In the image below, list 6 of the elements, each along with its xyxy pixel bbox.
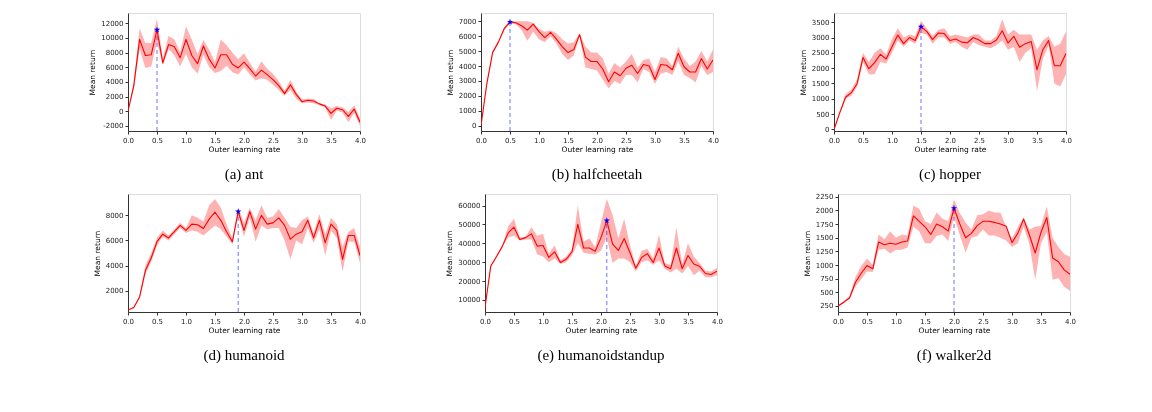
text: (b) halfcheetah [551,165,643,183]
text: (d) humanoid [203,346,286,364]
text: (f) walker2d [916,346,992,364]
text: (c) hopper [918,165,982,183]
text: (e) humanoidstandup [537,346,665,364]
text: (a) ant [224,165,265,183]
